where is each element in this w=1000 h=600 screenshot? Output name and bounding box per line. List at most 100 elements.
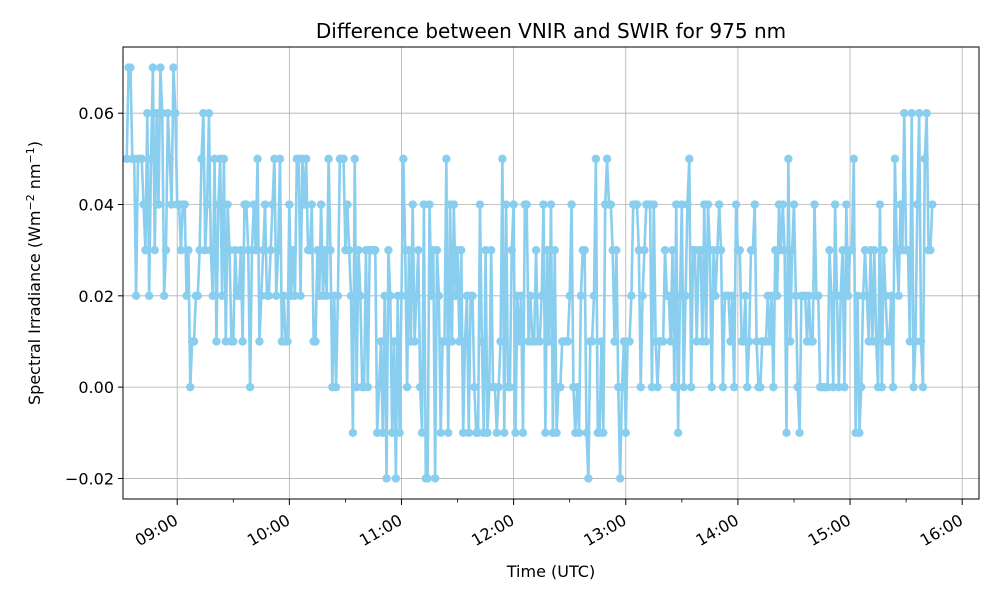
data-point [161, 245, 171, 255]
data-point [772, 291, 782, 301]
data-point [316, 200, 326, 209]
series-line [125, 66, 934, 480]
data-point [344, 245, 354, 255]
data-point [395, 428, 404, 437]
x-tick-label: 11:00 [356, 510, 405, 550]
data-point [789, 200, 799, 209]
data-point [825, 245, 834, 255]
data-point [840, 382, 849, 392]
data-point [793, 382, 802, 392]
data-point [202, 200, 212, 209]
data-point [423, 474, 432, 483]
data-point [464, 428, 473, 437]
data-point [146, 154, 156, 164]
data-point [208, 291, 217, 301]
data-point [567, 200, 576, 209]
data-point [165, 154, 174, 164]
data-point [301, 154, 311, 164]
data-point [354, 245, 363, 255]
data-point [830, 200, 840, 209]
data-point [288, 245, 298, 255]
y-tick-label: 0.02 [78, 287, 114, 306]
data-point [509, 200, 518, 209]
data-point [703, 200, 713, 209]
plot-frame [122, 46, 980, 500]
x-tick-label: 16:00 [917, 510, 966, 550]
data-point [363, 382, 373, 392]
data-point [731, 200, 741, 209]
data-point [896, 200, 905, 209]
data-point [492, 428, 501, 437]
data-point [477, 337, 487, 346]
data-point [404, 245, 414, 255]
data-point [576, 291, 586, 301]
data-point [307, 200, 316, 209]
data-point [386, 291, 395, 301]
data-point [617, 382, 627, 392]
data-point [144, 291, 154, 301]
data-point [565, 291, 574, 301]
x-tick-label: 14:00 [692, 510, 741, 550]
data-point [664, 291, 673, 301]
data-point [748, 245, 758, 255]
y-tick-label: 0.00 [78, 378, 114, 397]
data-point [300, 200, 309, 209]
data-point [150, 245, 159, 255]
data-point [470, 382, 479, 392]
chart-title: Difference between VNIR and SWIR for 975… [316, 19, 786, 43]
data-point [449, 200, 459, 209]
data-point [610, 337, 619, 346]
data-point [920, 154, 929, 164]
data-point [169, 63, 178, 72]
data-point [916, 337, 926, 346]
data-point [229, 337, 238, 346]
data-point [468, 291, 477, 301]
data-point [430, 474, 440, 483]
data-point [857, 382, 866, 392]
data-point [234, 291, 244, 301]
data-point [787, 245, 797, 255]
data-point [197, 154, 206, 164]
data-point [285, 200, 294, 209]
data-point [808, 337, 817, 346]
data-point [182, 291, 191, 301]
data-point [541, 428, 550, 437]
data-point [389, 337, 399, 346]
data-point [888, 382, 898, 392]
data-point [268, 200, 277, 209]
data-point [804, 291, 814, 301]
data-point [625, 337, 634, 346]
data-point [715, 200, 724, 209]
y-tick-label: 0.06 [78, 104, 114, 123]
data-point [726, 337, 735, 346]
data-point [666, 337, 675, 346]
data-point [457, 245, 466, 255]
data-point [909, 382, 918, 392]
data-point [769, 382, 778, 392]
data-point [572, 382, 582, 392]
data-point [716, 245, 726, 255]
data-point [879, 245, 888, 255]
data-point [711, 291, 720, 301]
data-point [253, 154, 262, 164]
data-point [486, 245, 496, 255]
data-point [417, 428, 427, 437]
data-point [587, 337, 597, 346]
y-tick-label: 0.04 [78, 196, 114, 215]
data-point [556, 382, 565, 392]
data-point [427, 291, 436, 301]
data-point [843, 291, 853, 301]
data-point [483, 428, 492, 437]
data-point [143, 109, 152, 118]
data-point [838, 245, 847, 255]
data-point [810, 200, 819, 209]
data-point [408, 200, 417, 209]
x-axis: 09:00 10:00 11:00 12:00 13:00 14:00 15:00 16:00 [132, 499, 966, 550]
data-point [193, 291, 202, 301]
data-point [877, 382, 887, 392]
data-point [324, 154, 333, 164]
data-point [552, 428, 561, 437]
data-point [728, 291, 737, 301]
data-point [743, 382, 752, 392]
data-point [836, 291, 845, 301]
